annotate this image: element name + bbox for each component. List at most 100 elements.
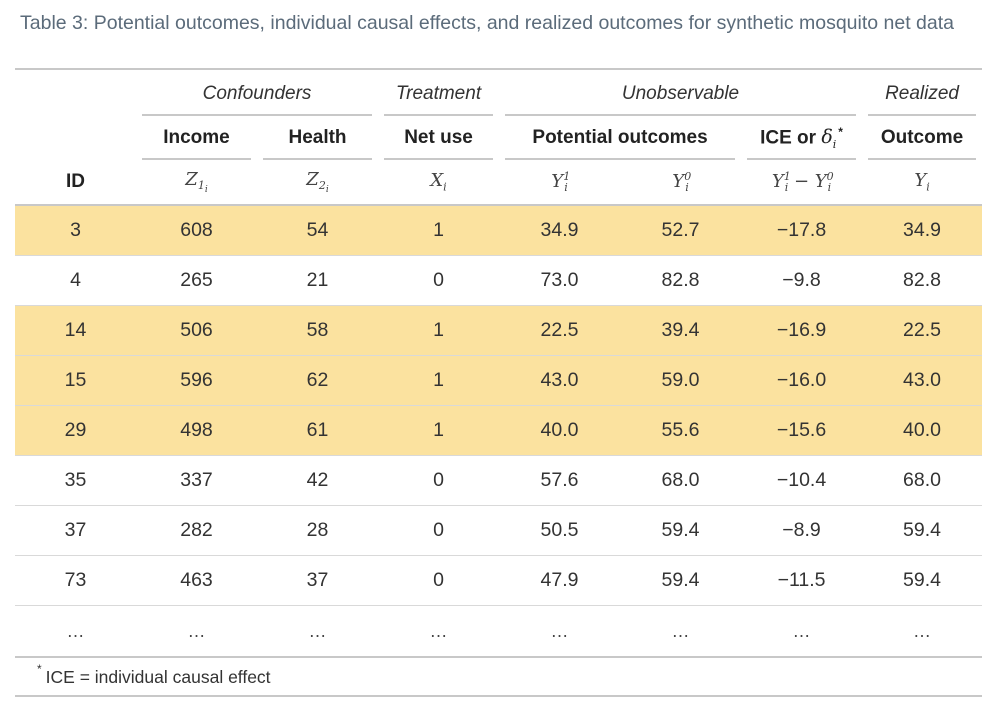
cell-y1: 73.0: [499, 255, 621, 306]
group-header-row: Confounders Treatment Unobservable Reali…: [15, 69, 983, 116]
cell-net: 0: [378, 555, 500, 606]
table-row: 4 265 21 0 73.0 82.8 −9.8 82.8: [15, 255, 983, 306]
cell-outcome: 59.4: [862, 505, 983, 556]
ellipsis-cell: …: [620, 605, 742, 658]
cell-income: 506: [136, 305, 257, 356]
footnote-mark: *: [37, 662, 42, 677]
header-ice-prefix: ICE or: [760, 127, 817, 149]
ellipsis-cell: …: [378, 605, 500, 658]
table-row: 37 282 28 0 50.5 59.4 −8.9 59.4: [15, 505, 983, 556]
cell-outcome: 68.0: [862, 455, 983, 506]
cell-net: 1: [378, 355, 500, 406]
header-health: Health: [257, 116, 378, 160]
cell-income: 337: [136, 455, 257, 506]
symbol-z1: Z1i: [136, 160, 257, 206]
ellipsis-cell: …: [257, 605, 379, 658]
group-confounders: Confounders: [136, 69, 378, 116]
cell-net: 0: [378, 455, 500, 506]
symbol-z2: Z2i: [257, 160, 379, 206]
cell-ice: −16.0: [741, 355, 863, 406]
cell-y1: 40.0: [499, 405, 621, 456]
symbol-y1: Y1i: [499, 160, 621, 206]
cell-net: 1: [378, 405, 500, 456]
cell-y1: 43.0: [499, 355, 621, 406]
cell-income: 265: [136, 255, 257, 306]
cell-outcome: 40.0: [862, 405, 983, 456]
cell-y0: 52.7: [620, 205, 742, 256]
cell-y1: 22.5: [499, 305, 621, 356]
cell-health: 37: [257, 555, 379, 606]
ellipsis-row: … … … … … … … …: [15, 605, 983, 658]
cell-net: 1: [378, 305, 500, 356]
cell-id: 35: [15, 455, 136, 506]
outcomes-table: Confounders Treatment Unobservable Reali…: [15, 68, 983, 697]
cell-ice: −16.9: [741, 305, 863, 356]
cell-y1: 47.9: [499, 555, 621, 606]
cell-net: 0: [378, 505, 500, 556]
ellipsis-cell: …: [15, 605, 136, 658]
table-row: 3 608 54 1 34.9 52.7 −17.8 34.9: [15, 205, 983, 256]
header-outcome: Outcome: [862, 116, 982, 160]
cell-health: 58: [257, 305, 379, 356]
footnote-text: ICE = individual causal effect: [45, 666, 271, 687]
cell-id: 15: [15, 355, 136, 406]
cell-id: 73: [15, 555, 136, 606]
header-ice: ICE or δi*: [741, 116, 862, 160]
cell-health: 28: [257, 505, 379, 556]
cell-ice: −8.9: [741, 505, 863, 556]
cell-y1: 50.5: [499, 505, 621, 556]
table-row: 73 463 37 0 47.9 59.4 −11.5 59.4: [15, 555, 983, 606]
cell-income: 608: [136, 205, 257, 256]
header-income: Income: [136, 116, 257, 160]
header-net-use: Net use: [378, 116, 499, 160]
cell-outcome: 59.4: [862, 555, 983, 606]
ellipsis-cell: …: [862, 605, 983, 658]
header-potential-outcomes: Potential outcomes: [499, 116, 741, 160]
cell-ice: −15.6: [741, 405, 863, 456]
cell-health: 54: [257, 205, 379, 256]
table-body: 3 608 54 1 34.9 52.7 −17.8 34.9 4 265 21 0 73.0 82.8−…: [15, 205, 983, 606]
cell-health: 21: [257, 255, 379, 306]
cell-income: 596: [136, 355, 257, 406]
cell-ice: −10.4: [741, 455, 863, 506]
symbol-y: Yi: [862, 160, 983, 206]
subheader-row: Income Health Net use Potential outcomes…: [15, 116, 982, 160]
group-unobservable: Unobservable: [499, 69, 862, 116]
symbol-row: ID Z1i Z2i Xi Y1i Y0i Y1i − Y0i Yi: [15, 160, 983, 206]
table-row: 29 498 61 1 40.0 55.6 −15.6 40.0: [15, 405, 983, 456]
cell-outcome: 82.8: [862, 255, 983, 306]
cell-net: 0: [378, 255, 500, 306]
cell-y0: 55.6: [620, 405, 742, 456]
symbol-y0: Y0i: [620, 160, 742, 206]
cell-income: 498: [136, 405, 257, 456]
cell-health: 61: [257, 405, 379, 456]
footnote-row: * ICE = individual causal effect: [15, 657, 983, 697]
header-id: ID: [15, 160, 136, 206]
cell-id: 37: [15, 505, 136, 556]
table-row: 35 337 42 0 57.6 68.0 −10.4 68.0: [15, 455, 983, 506]
cell-id: 14: [15, 305, 136, 356]
cell-id: 29: [15, 405, 136, 456]
footnote: * ICE = individual causal effect: [15, 657, 983, 697]
cell-outcome: 34.9: [862, 205, 983, 256]
symbol-x: Xi: [378, 160, 500, 206]
cell-y1: 57.6: [499, 455, 621, 506]
table-row: 15 596 62 1 43.0 59.0 −16.0 43.0: [15, 355, 983, 406]
cell-health: 62: [257, 355, 379, 406]
cell-income: 282: [136, 505, 257, 556]
table-row: 14 506 58 1 22.5 39.4 −16.9 22.5: [15, 305, 983, 356]
table-caption: Table 3: Potential outcomes, individual …: [20, 12, 955, 34]
cell-y0: 59.4: [620, 555, 742, 606]
cell-y0: 59.0: [620, 355, 742, 406]
cell-id: 3: [15, 205, 136, 256]
cell-outcome: 22.5: [862, 305, 983, 356]
cell-outcome: 43.0: [862, 355, 983, 406]
cell-y0: 59.4: [620, 505, 742, 556]
cell-income: 463: [136, 555, 257, 606]
cell-ice: −9.8: [741, 255, 863, 306]
cell-y0: 82.8: [620, 255, 742, 306]
cell-ice: −17.8: [741, 205, 863, 256]
cell-ice: −11.5: [741, 555, 863, 606]
ellipsis-cell: …: [499, 605, 621, 658]
ellipsis-cell: …: [136, 605, 257, 658]
